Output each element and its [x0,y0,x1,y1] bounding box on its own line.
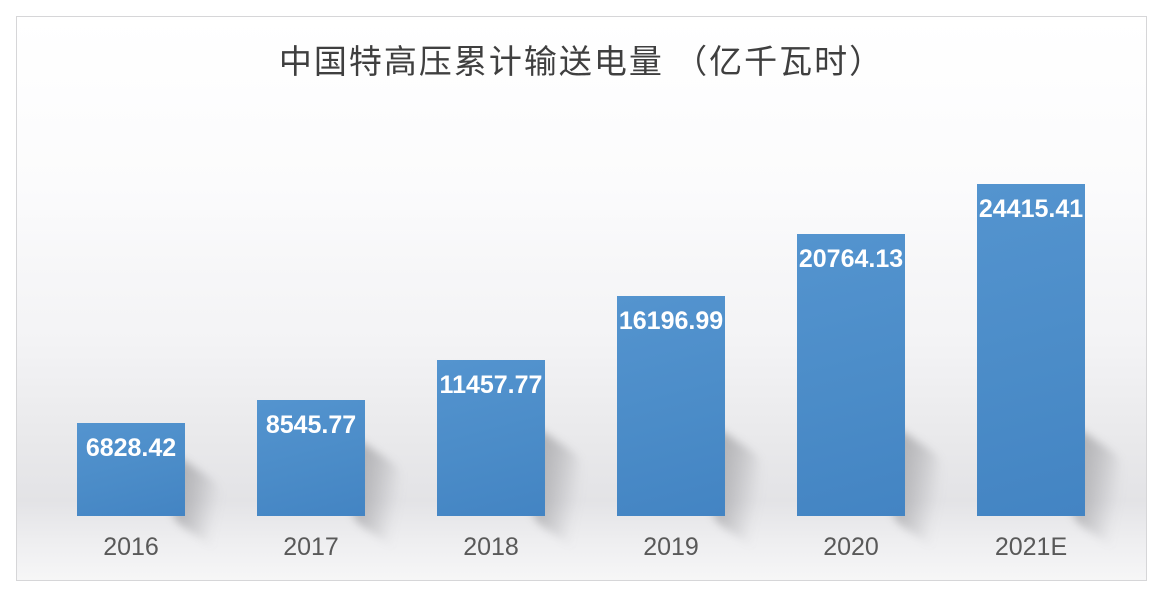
bar-group: 6828.42 2016 [77,423,219,561]
bar: 11457.77 [437,360,545,516]
bar-value-label: 11457.77 [439,371,543,399]
bar: 8545.77 [257,400,365,516]
x-axis-label: 2021E [994,533,1068,561]
x-axis-label: 2019 [643,533,699,561]
bar-group: 8545.77 2017 [257,400,399,561]
x-axis-label: 2018 [463,533,519,561]
chart-panel: 中国特高压累计输送电量 （亿千瓦时） 6828.42 2016 8545.77 201… [16,16,1147,581]
bar-group: 11457.77 2018 [437,360,579,561]
bar: 24415.41 [977,184,1085,516]
bar-group: 20764.13 2020 [797,234,939,561]
x-axis-label: 2020 [823,533,879,561]
bar-value-label: 24415.41 [978,195,1084,223]
bar: 6828.42 [77,423,185,516]
chart-title: 中国特高压累计输送电量 （亿千瓦时） [278,45,885,81]
x-axis-label: 2016 [103,533,159,561]
bar: 20764.13 [797,234,905,516]
bar-group: 16196.99 2019 [617,296,759,561]
bar-value-label: 8545.77 [265,411,357,439]
plot-area: 6828.42 2016 8545.77 2017 11457.77 2018 16196.… [17,17,1146,561]
x-axis-label: 2017 [283,533,339,561]
bar-value-label: 20764.13 [798,245,904,273]
bar: 16196.99 [617,296,725,516]
bar-value-label: 16196.99 [618,307,724,335]
bar-group: 24415.41 2021E [977,184,1119,561]
bar-value-label: 6828.42 [85,434,177,462]
